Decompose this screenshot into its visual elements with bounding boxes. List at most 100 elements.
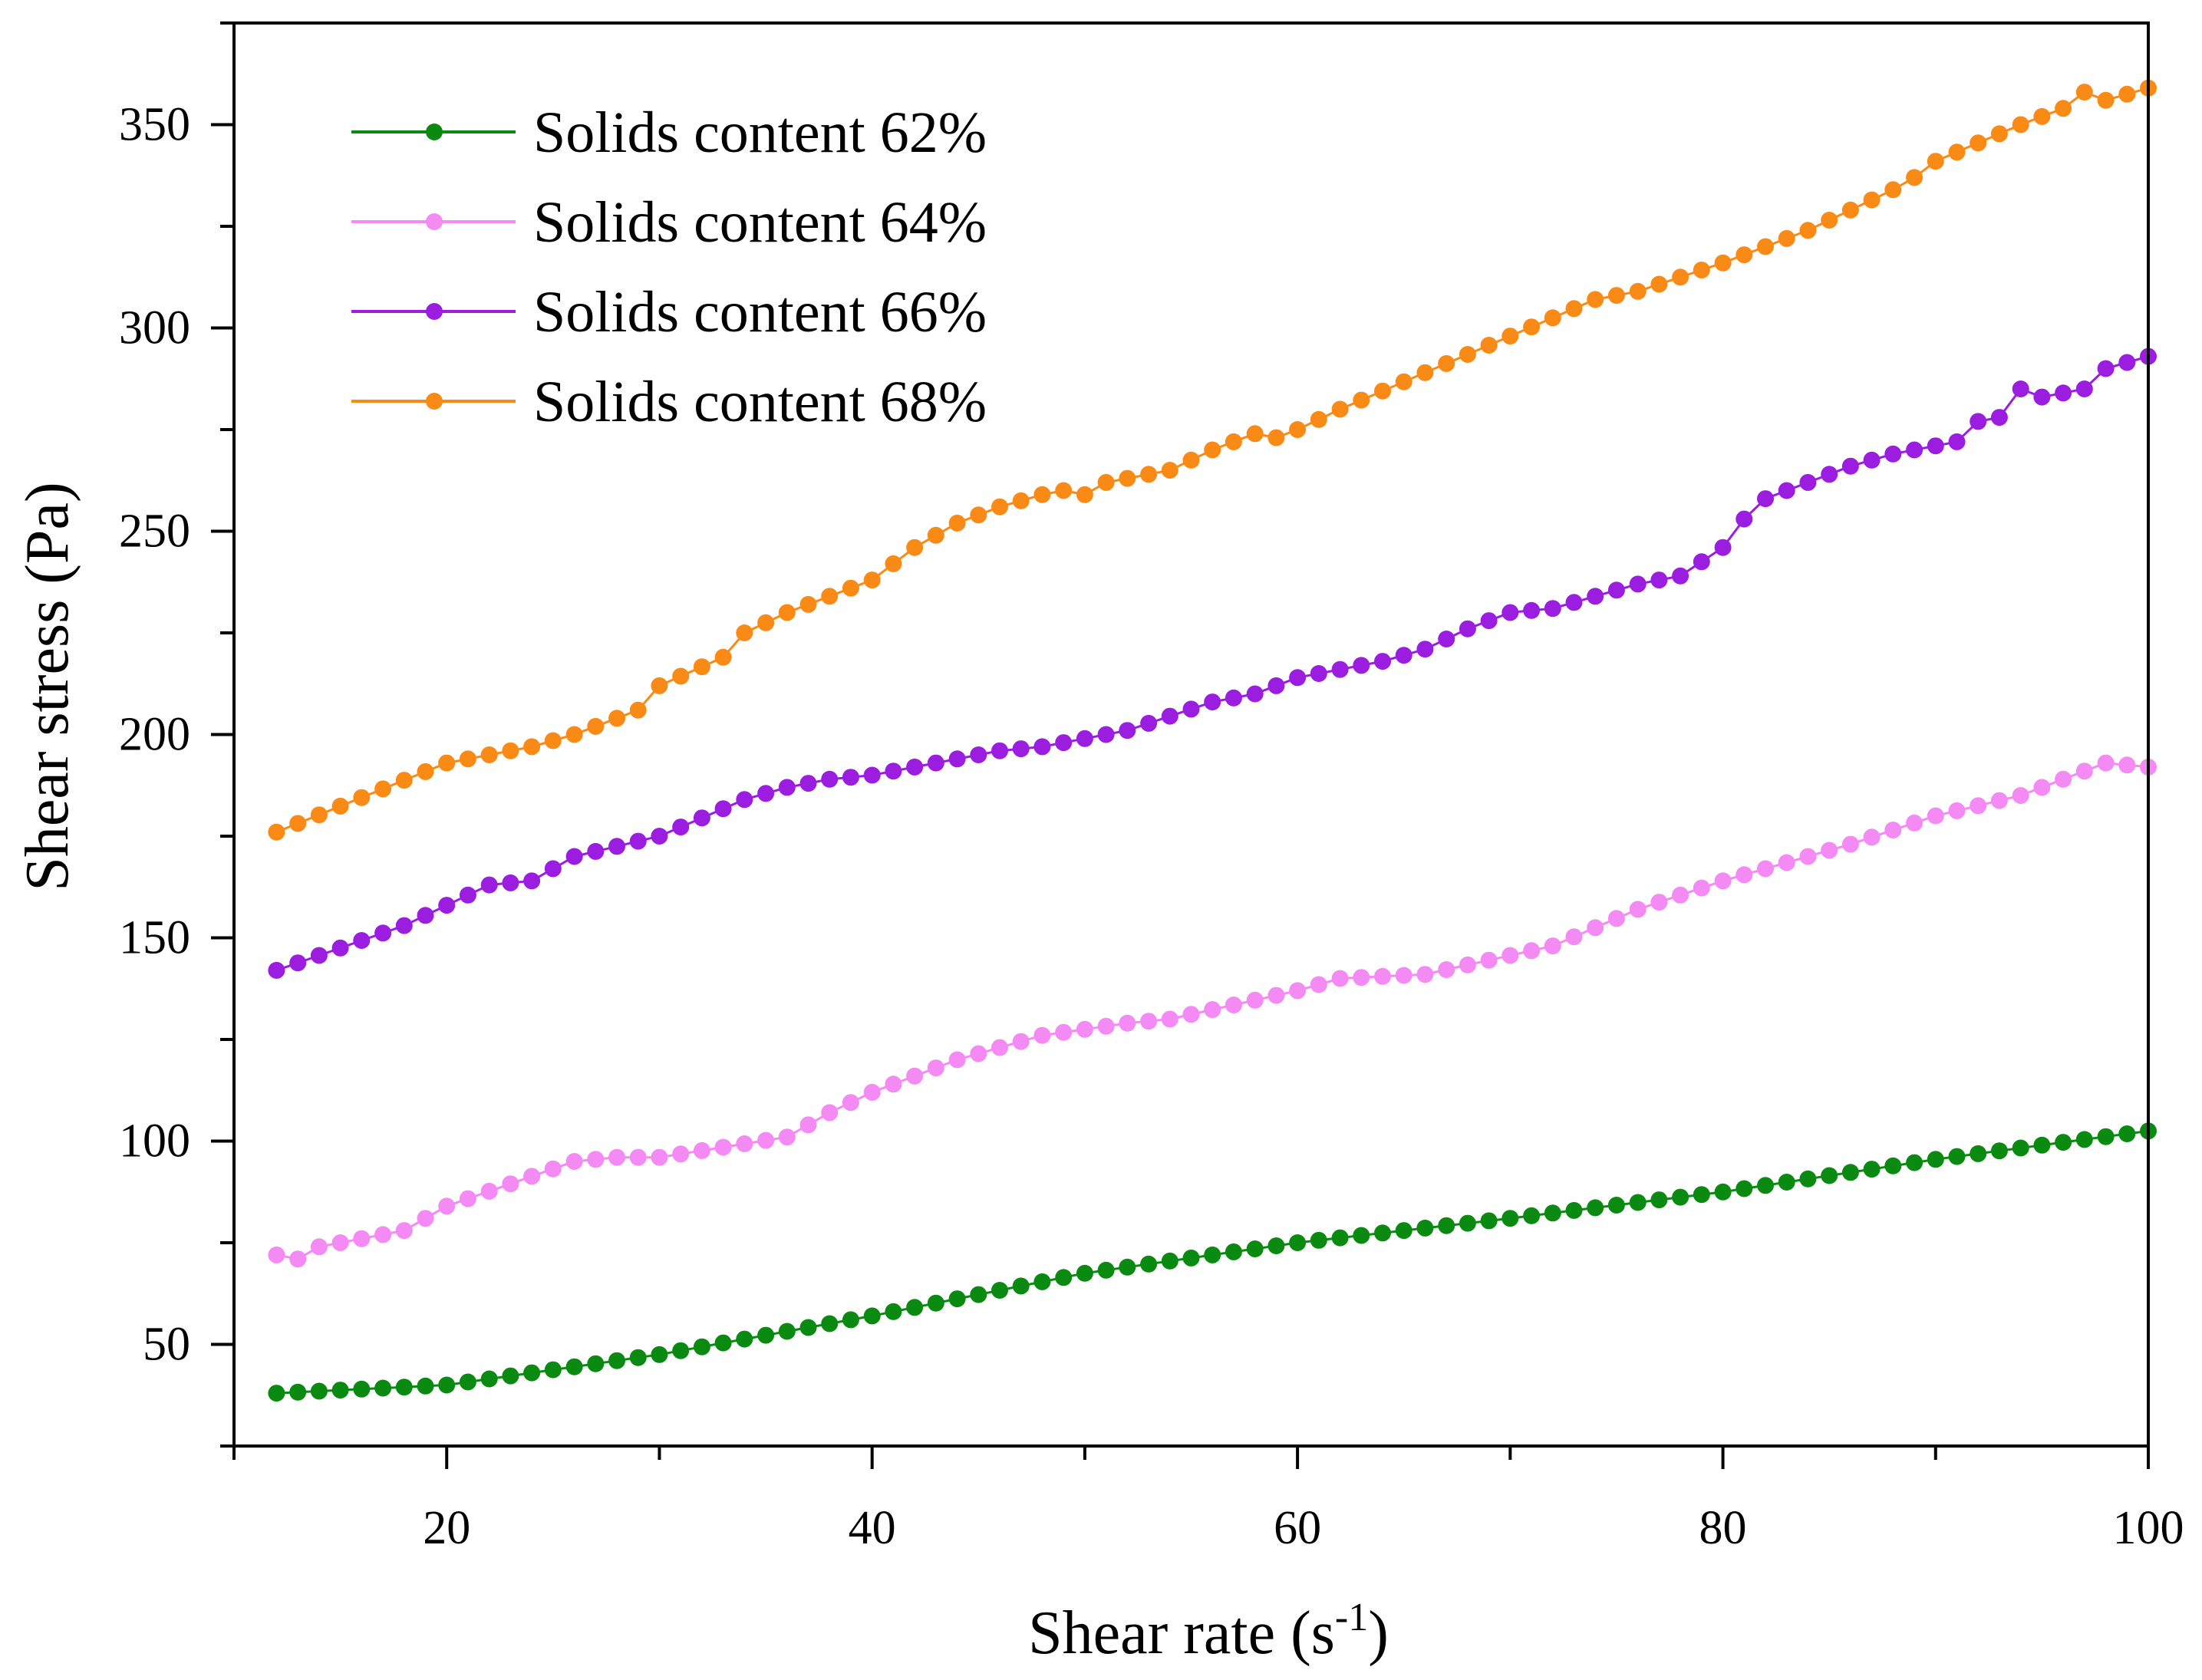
data-point (1480, 612, 1498, 630)
data-point (1267, 429, 1285, 446)
data-point (1374, 967, 1391, 985)
data-point (544, 860, 562, 878)
data-point (1459, 620, 1476, 637)
data-point (480, 876, 498, 894)
data-point (1778, 229, 1795, 247)
data-point (1161, 1252, 1178, 1270)
data-point (1076, 486, 1093, 503)
data-point (1736, 510, 1753, 528)
data-point (268, 1246, 285, 1263)
data-point (1331, 400, 1349, 418)
data-point (693, 1141, 710, 1159)
x-axis-title-superscript: -1 (1335, 1596, 1368, 1639)
data-point (906, 1067, 924, 1085)
data-point (714, 1138, 732, 1156)
data-point (417, 1210, 434, 1227)
data-point (395, 917, 413, 934)
legend: Solids content 62% Solids content 64% Soli… (351, 100, 987, 434)
data-point (310, 806, 328, 824)
y-axis-title: Shear stress (Pa) (14, 482, 81, 891)
data-point (2012, 787, 2029, 804)
data-point (480, 1182, 498, 1200)
y-tick-label: 250 (119, 506, 190, 558)
data-point (1863, 828, 1881, 846)
data-point (1757, 490, 1774, 508)
data-point (2097, 754, 2115, 772)
data-point (1906, 1154, 1923, 1171)
data-point (1395, 967, 1413, 984)
data-point (672, 667, 690, 685)
data-point (353, 1230, 371, 1247)
data-point (2075, 380, 2093, 397)
data-point (778, 1323, 796, 1340)
data-point (1225, 996, 1242, 1013)
data-point (2075, 763, 2093, 780)
data-point (651, 677, 668, 694)
data-point (821, 1315, 839, 1332)
data-point (353, 932, 371, 949)
data-point (395, 772, 413, 789)
data-point (438, 897, 456, 914)
data-point (1416, 966, 1434, 983)
data-point (1799, 848, 1817, 865)
data-point (629, 1148, 647, 1166)
data-point (1033, 1273, 1051, 1290)
data-point (927, 1059, 944, 1077)
data-point (1650, 894, 1668, 911)
data-point (2033, 107, 2051, 125)
data-point (799, 775, 817, 792)
data-point (1246, 991, 1264, 1009)
data-point (1523, 1207, 1541, 1224)
data-point (1778, 1174, 1795, 1191)
data-point (1012, 492, 1030, 509)
data-point (927, 1294, 944, 1312)
legend-marker (426, 213, 443, 230)
data-point (693, 809, 710, 827)
data-point (970, 1045, 987, 1062)
data-point (374, 1379, 392, 1397)
data-point (1821, 466, 1838, 483)
data-point (1650, 1191, 1668, 1209)
data-point (1480, 1212, 1498, 1230)
data-point (1714, 872, 1732, 890)
data-point (1650, 572, 1668, 589)
data-point (714, 1334, 732, 1352)
data-point (1055, 734, 1073, 752)
data-point (1395, 647, 1413, 664)
data-point (1140, 714, 1158, 732)
data-point (863, 766, 881, 784)
data-point (289, 954, 307, 972)
data-point (544, 1361, 562, 1379)
data-point (1927, 807, 1944, 825)
data-point (1480, 951, 1498, 969)
data-point (1353, 1227, 1370, 1244)
series-2 (268, 754, 2157, 1268)
data-point (1884, 1157, 1902, 1174)
data-point (417, 1377, 434, 1395)
legend-marker (426, 124, 443, 140)
data-point (544, 1160, 562, 1178)
y-tick-label: 350 (119, 99, 190, 151)
data-point (1672, 567, 1689, 585)
y-tick-label: 100 (119, 1115, 190, 1168)
data-point (565, 726, 583, 743)
data-point (991, 1039, 1008, 1056)
data-point (863, 1083, 881, 1101)
data-point (1927, 1151, 1944, 1168)
data-point (948, 750, 966, 768)
data-point (1714, 539, 1732, 556)
data-point (651, 1346, 668, 1363)
data-point (1778, 854, 1795, 871)
data-point (1927, 153, 1944, 170)
data-point (1353, 657, 1370, 674)
data-point (1523, 601, 1541, 619)
data-point (906, 539, 924, 556)
data-point (1097, 1017, 1115, 1035)
data-point (1459, 346, 1476, 363)
data-point (310, 1382, 328, 1400)
data-point (863, 1307, 881, 1325)
data-point (1416, 364, 1434, 381)
data-point (331, 1234, 349, 1251)
data-point (1416, 641, 1434, 658)
